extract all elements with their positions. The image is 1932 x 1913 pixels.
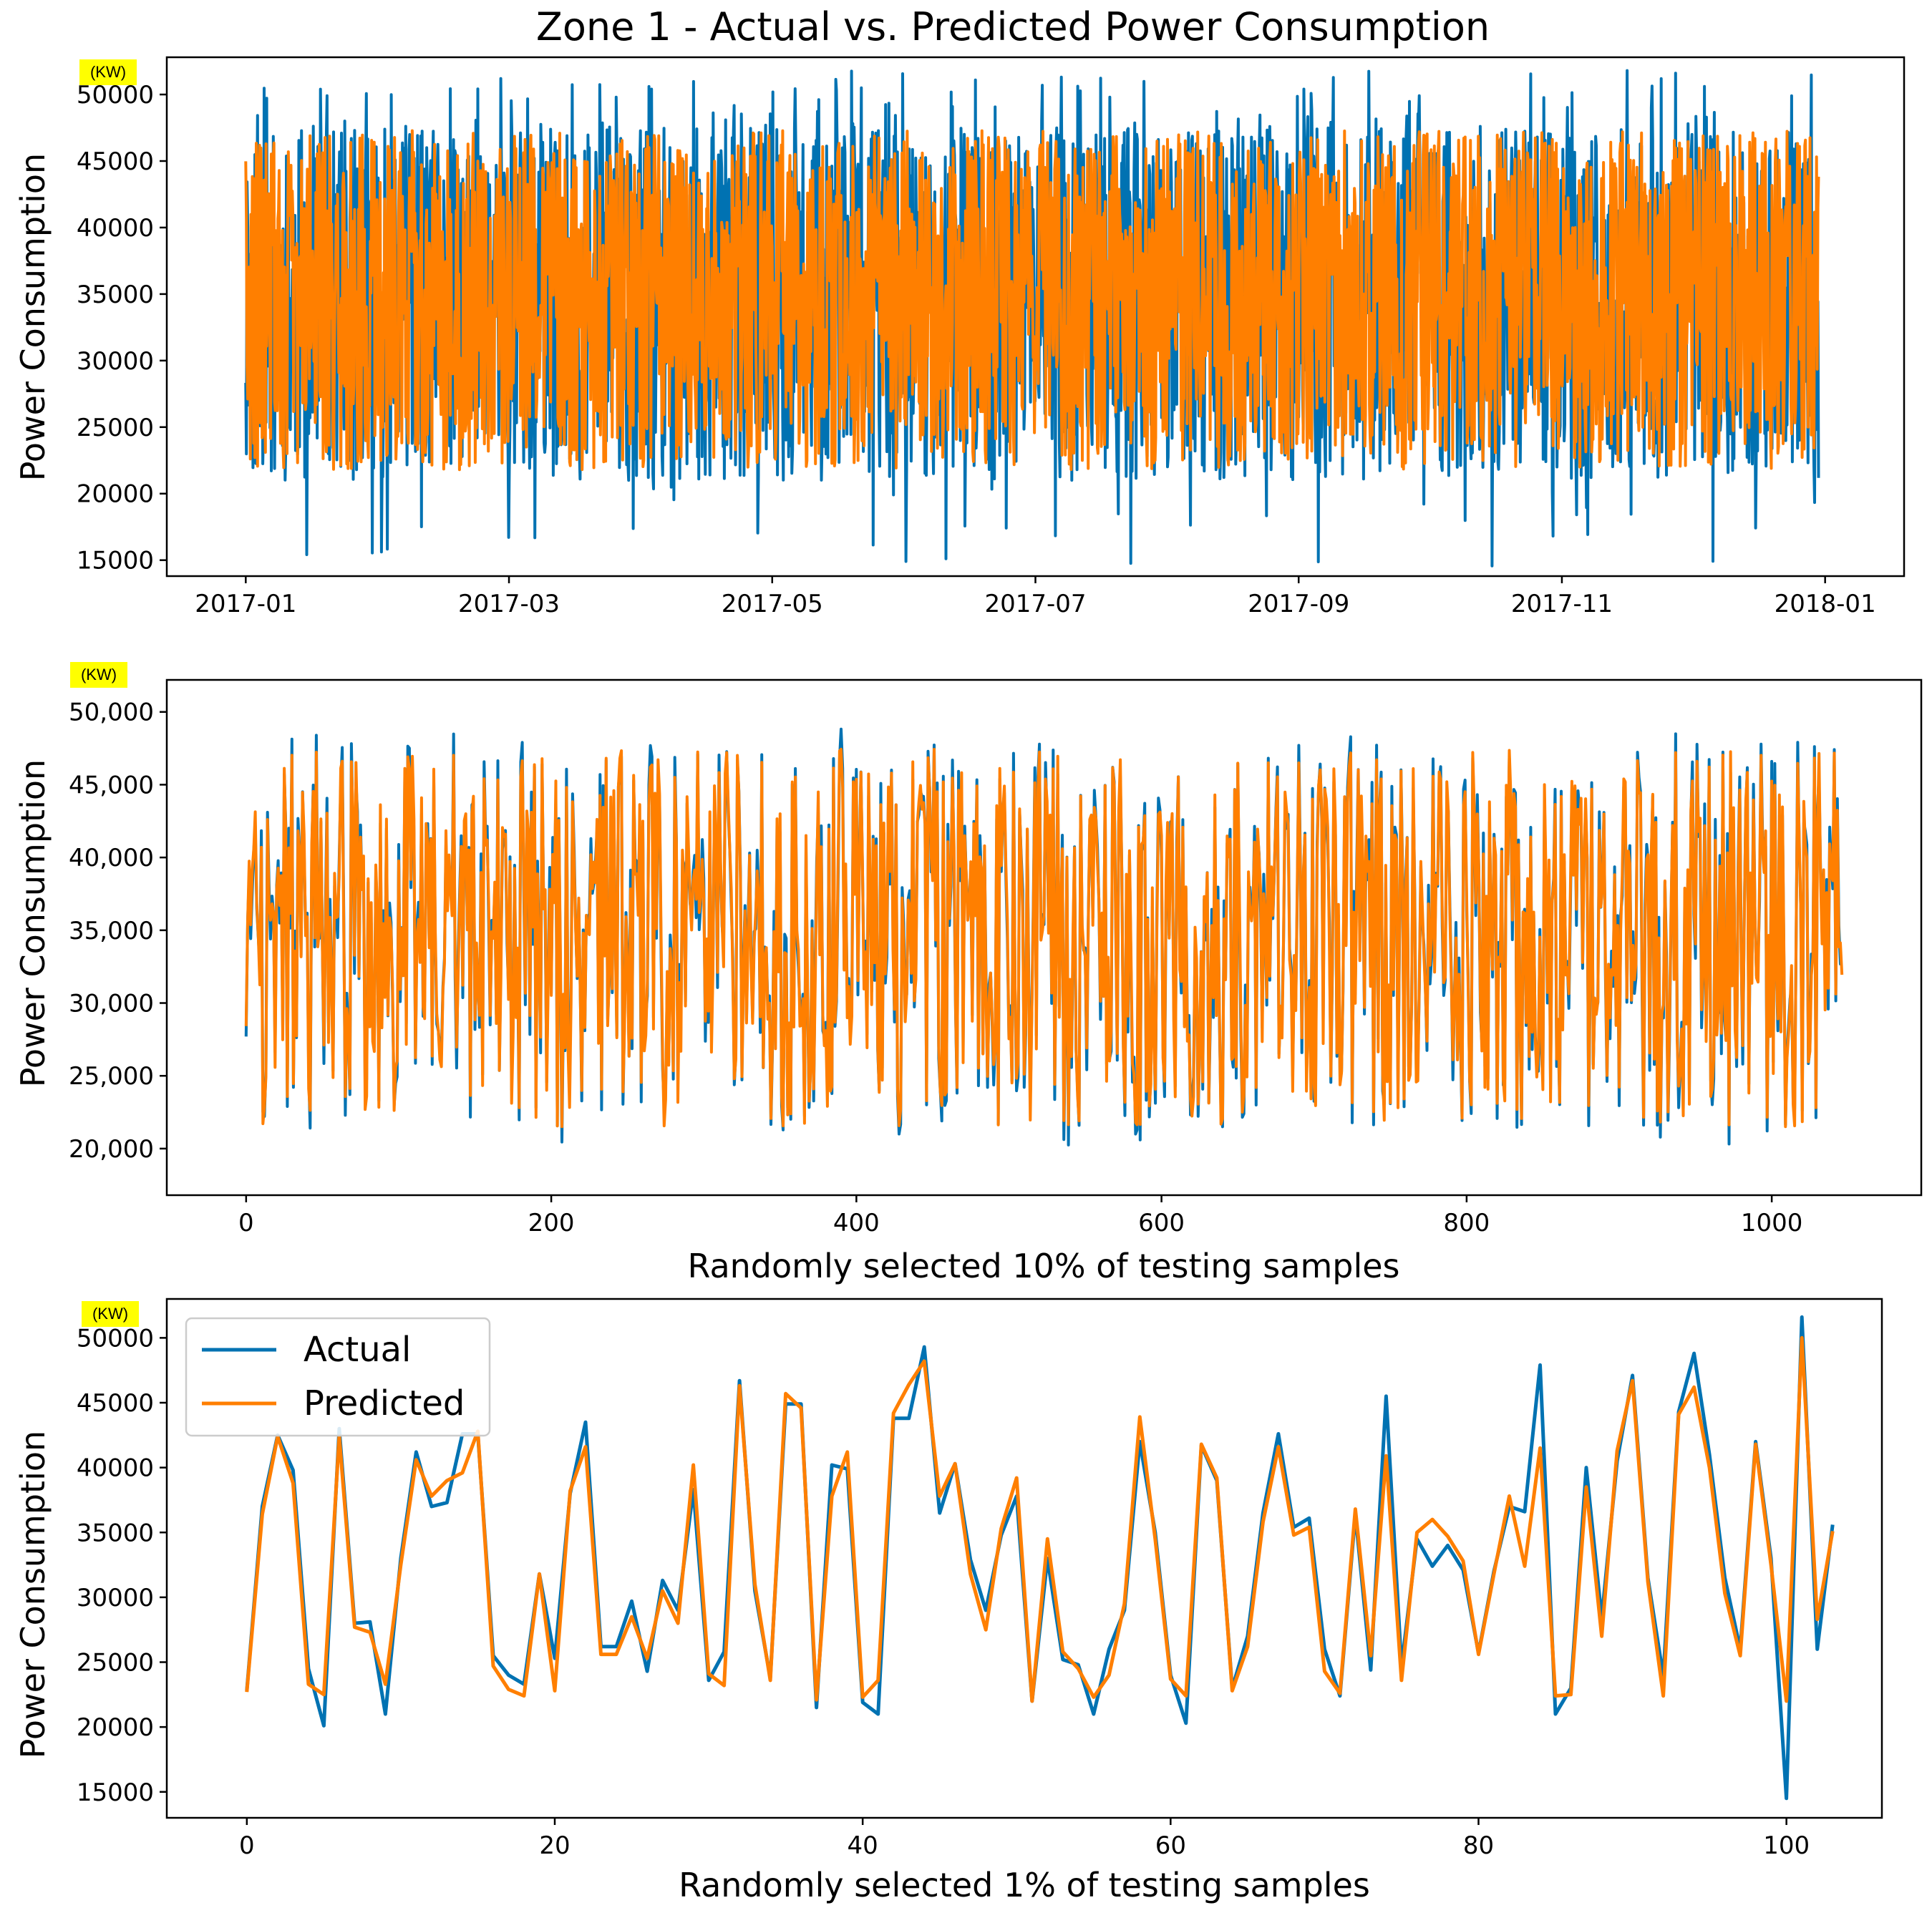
panel-3-y-tick-label: 30000 — [77, 1584, 154, 1612]
panel-1-predicted-line — [244, 129, 1820, 472]
panel-2-x-axis-label: Randomly selected 10% of testing samples — [688, 1247, 1400, 1285]
panel-1-yearly: Zone 1 - Actual vs. Predicted Power Cons… — [14, 4, 1906, 618]
panel-1-series — [244, 69, 1820, 568]
legend-actual-label: Actual — [304, 1330, 411, 1370]
panel-2-x-tick-label: 200 — [528, 1209, 575, 1237]
panel-2-predicted-line — [244, 747, 1844, 1129]
panel-2-y-tick-label: 40,000 — [69, 844, 154, 872]
panel-2-y-tick-label: 25,000 — [69, 1062, 154, 1091]
panel-2-x-tick-label: 400 — [833, 1209, 880, 1237]
panel-3-y-tick-label: 50000 — [77, 1324, 154, 1353]
panel-3-predicted-line — [245, 1335, 1835, 1703]
panel-2-y-ticks: 20,000 25,000 30,000 35,000 40,000 45,000 50,0… — [69, 698, 167, 1164]
panel-1-y-tick-label: 15000 — [77, 547, 154, 575]
panel-3-axes-frame — [165, 1298, 1883, 1819]
panel-3-y-tick-label: 45000 — [77, 1389, 154, 1418]
panel-1-x-tick-label: 2017-03 — [458, 590, 560, 618]
panel-3-x-tick-label: 40 — [848, 1831, 878, 1860]
panel-1-x-tick-label: 2017-07 — [984, 590, 1086, 618]
panel-1-y-ticks: 15000 20000 25000 30000 35000 40000 45000 50000 — [77, 81, 167, 575]
panel-1-y-tick-label: 30000 — [77, 347, 154, 376]
panel-1-x-tick-label: 2017-05 — [722, 590, 823, 618]
panel-2-y-tick-label: 45,000 — [69, 771, 154, 799]
panel-1-axes-frame — [165, 56, 1906, 578]
panel-2-y-tick-label: 35,000 — [69, 917, 154, 945]
panel-1-y-axis-label: Power Consumption — [14, 153, 52, 481]
panel-2-axes-frame — [165, 678, 1923, 1197]
panel-1-x-tick-label: 2018-01 — [1775, 590, 1876, 618]
panel-3-y-tick-label: 25000 — [77, 1649, 154, 1678]
panel-1-y-tick-label: 25000 — [77, 414, 154, 442]
panel-2-unit-badge: (KW) — [70, 662, 127, 688]
panel-3-y-tick-label: 15000 — [77, 1778, 154, 1807]
panel-3-y-tick-label: 40000 — [77, 1454, 154, 1483]
panel-2-unit-highlight — [70, 662, 127, 688]
panel-2-x-ticks: 0 200 400 600 800 1000 — [238, 1195, 1802, 1237]
panel-2-y-tick-label: 30,000 — [69, 990, 154, 1018]
chart-title: Zone 1 - Actual vs. Predicted Power Cons… — [536, 4, 1490, 49]
panel-1-x-tick-label: 2017-11 — [1511, 590, 1613, 618]
panel-1-y-tick-label: 35000 — [77, 281, 154, 309]
panel-2-x-tick-label: 600 — [1138, 1209, 1185, 1237]
panel-2-y-tick-label: 50,000 — [69, 698, 154, 727]
panel-2-unit: (KW) — [81, 666, 117, 683]
panel-3-one-percent: (KW) Power Consumption 15000 20000 25000 30… — [14, 1298, 1883, 1904]
legend: Actual Predicted — [185, 1317, 491, 1437]
panel-1-x-ticks: 2017-01 2017-03 2017-05 2017-07 2017-09 2017-… — [195, 576, 1876, 618]
panel-2-x-tick-label: 800 — [1443, 1209, 1490, 1237]
panel-1-x-tick-label: 2017-01 — [195, 590, 296, 618]
panel-3-series — [245, 1315, 1835, 1801]
panel-3-x-tick-label: 60 — [1155, 1831, 1186, 1860]
panel-3-x-tick-label: 100 — [1763, 1831, 1810, 1860]
panel-2-x-tick-label: 1000 — [1741, 1209, 1803, 1237]
legend-box — [185, 1317, 491, 1437]
panel-1-unit-badge: (KW) — [79, 59, 137, 85]
panel-2-y-tick-label: 20,000 — [69, 1135, 154, 1164]
panel-2-ten-percent: (KW) Power Consumption 20,000 25,000 30,00… — [14, 662, 1923, 1285]
panel-3-y-tick-label: 20000 — [77, 1713, 154, 1742]
panel-1-y-tick-label: 50000 — [77, 81, 154, 109]
panel-3-unit-highlight — [82, 1301, 139, 1327]
panel-1-y-tick-label: 20000 — [77, 480, 154, 509]
panel-1-x-tick-label: 2017-09 — [1248, 590, 1349, 618]
panel-3-x-tick-label: 80 — [1463, 1831, 1494, 1860]
panel-3-unit: (KW) — [92, 1305, 128, 1323]
panel-3-x-axis-label: Randomly selected 1% of testing samples — [679, 1866, 1370, 1904]
panel-3-y-axis-label: Power Consumption — [14, 1431, 52, 1758]
panel-1-y-tick-label: 45000 — [77, 147, 154, 176]
panel-3-x-tick-label: 20 — [539, 1831, 570, 1860]
panel-2-x-tick-label: 0 — [238, 1209, 254, 1237]
panel-3-x-ticks: 0 20 40 60 80 100 — [239, 1818, 1810, 1860]
panel-3-x-tick-label: 0 — [239, 1831, 255, 1860]
panel-3-y-tick-label: 35000 — [77, 1519, 154, 1547]
panel-1-unit: (KW) — [90, 63, 126, 81]
panel-2-series — [244, 727, 1844, 1147]
panel-2-y-axis-label: Power Consumption — [14, 759, 52, 1087]
legend-predicted-label: Predicted — [304, 1383, 465, 1423]
panel-1-unit-highlight — [79, 59, 137, 85]
panel-3-y-ticks: 15000 20000 25000 30000 35000 40000 45000 50000 — [77, 1324, 167, 1807]
panel-3-unit-badge: (KW) — [82, 1301, 139, 1327]
panel-1-y-tick-label: 40000 — [77, 214, 154, 243]
